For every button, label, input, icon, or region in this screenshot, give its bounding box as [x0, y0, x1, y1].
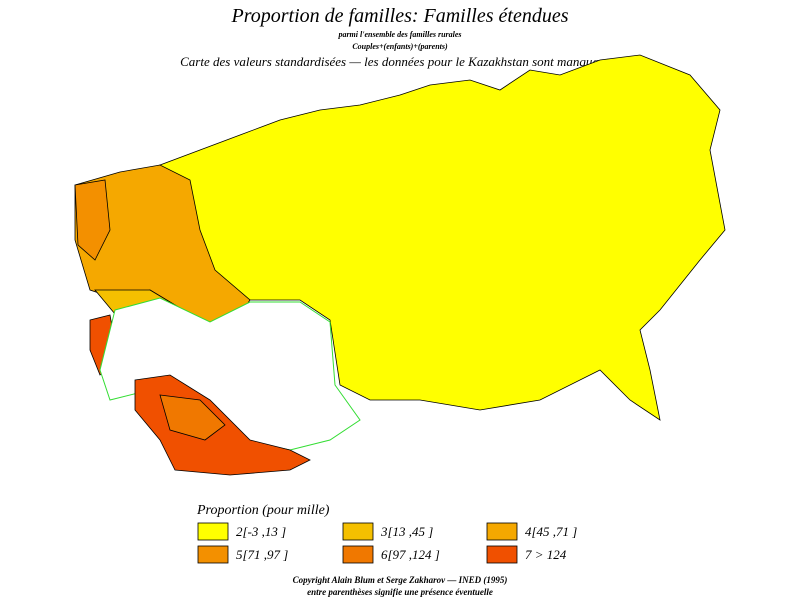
subtitle: parmi l'ensemble des familles rurales [337, 30, 461, 39]
legend-swatch [486, 545, 518, 564]
legend-swatch [486, 522, 518, 541]
turkmenistan [159, 394, 226, 441]
remark: entre parenthèses signifie une présence … [307, 587, 493, 597]
copyright: Copyright Alain Blum et Serge Zakharov —… [293, 575, 508, 585]
formula: Couples+(enfants)+(parents) [352, 42, 448, 51]
legend-swatch [342, 545, 374, 564]
kazakhstan [99, 297, 361, 451]
baltic [74, 179, 111, 261]
legend-label: 2[-3 ,13 ] [236, 524, 286, 539]
legend-title: Proportion (pour mille) [196, 503, 330, 518]
legend: 2[-3 ,13 ] 3[13 ,45 ] 4[45 ,71 ] 5[71 ,97 ]… [197, 522, 577, 564]
legend-label: 4[45 ,71 ] [525, 524, 577, 539]
legend-label: 5[71 ,97 ] [236, 547, 288, 562]
note: Carte des valeurs standardisées — les do… [180, 54, 620, 69]
legend-swatch [197, 545, 229, 564]
map [74, 54, 726, 476]
legend-swatch [342, 522, 374, 541]
title: Proportion de familles: Familles étendue… [231, 5, 569, 27]
legend-label: 3[13 ,45 ] [380, 524, 433, 539]
legend-label: 7 > 124 [525, 547, 567, 562]
legend-swatch [197, 522, 229, 541]
legend-label: 6[97 ,124 ] [381, 547, 440, 562]
